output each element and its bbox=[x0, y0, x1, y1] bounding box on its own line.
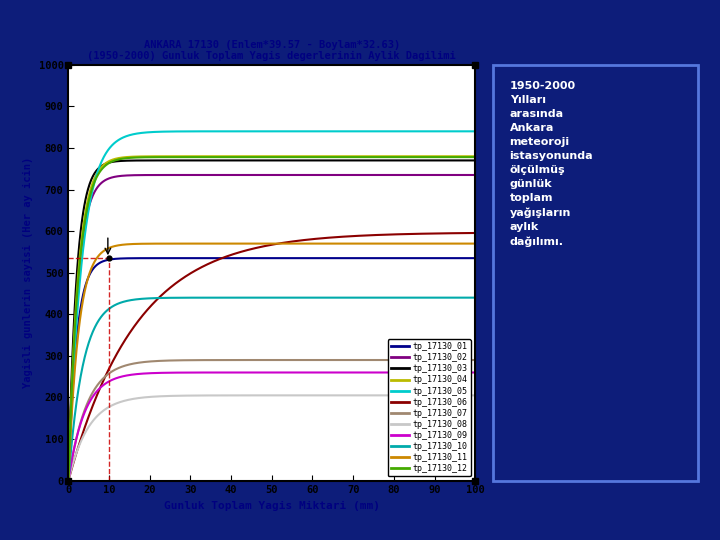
tp_17130_06 bbox=[243, 247, 252, 253]
tp_17130_05 bbox=[389, 128, 397, 134]
Line: tp_17130_08: tp_17130_08 bbox=[68, 395, 475, 481]
tp_17130_05 bbox=[343, 128, 352, 134]
tp_17130_02 bbox=[243, 172, 252, 178]
tp_17130_05 bbox=[228, 128, 237, 134]
tp_17130_03 bbox=[228, 157, 237, 164]
tp_17130_11 bbox=[243, 240, 252, 247]
tp_17130_05 bbox=[64, 477, 73, 484]
tp_17130_06 bbox=[106, 363, 114, 370]
tp_17130_01 bbox=[228, 255, 237, 261]
tp_17130_07 bbox=[106, 369, 114, 376]
tp_17130_04 bbox=[243, 153, 252, 159]
tp_17130_08 bbox=[64, 477, 73, 484]
tp_17130_02 bbox=[389, 172, 397, 178]
tp_17130_12 bbox=[64, 477, 73, 484]
tp_17130_04 bbox=[343, 153, 352, 159]
tp_17130_07 bbox=[243, 357, 252, 363]
tp_17130_07 bbox=[64, 477, 73, 484]
tp_17130_03 bbox=[243, 157, 252, 164]
tp_17130_09 bbox=[64, 477, 73, 484]
tp_17130_10 bbox=[243, 294, 252, 301]
tp_17130_11 bbox=[106, 244, 114, 251]
tp_17130_11 bbox=[471, 240, 480, 247]
tp_17130_02 bbox=[228, 172, 237, 178]
tp_17130_06 bbox=[382, 232, 390, 238]
Line: tp_17130_01: tp_17130_01 bbox=[68, 258, 475, 481]
Line: tp_17130_05: tp_17130_05 bbox=[68, 131, 475, 481]
X-axis label: Gunluk Toplam Yagis Miktari (mm): Gunluk Toplam Yagis Miktari (mm) bbox=[163, 501, 380, 511]
tp_17130_12 bbox=[389, 154, 397, 160]
tp_17130_03 bbox=[343, 157, 352, 164]
tp_17130_04 bbox=[471, 153, 480, 159]
tp_17130_08 bbox=[471, 392, 480, 399]
tp_17130_11 bbox=[343, 240, 352, 247]
tp_17130_04 bbox=[389, 153, 397, 159]
tp_17130_02 bbox=[106, 175, 114, 181]
Line: tp_17130_10: tp_17130_10 bbox=[68, 298, 475, 481]
tp_17130_03 bbox=[369, 157, 377, 164]
tp_17130_08 bbox=[382, 392, 390, 399]
tp_17130_11 bbox=[389, 240, 397, 247]
tp_17130_09 bbox=[389, 369, 397, 376]
tp_17130_02 bbox=[402, 172, 411, 178]
tp_17130_05 bbox=[382, 128, 390, 134]
tp_17130_02 bbox=[382, 172, 390, 178]
tp_17130_01 bbox=[106, 256, 114, 263]
tp_17130_12 bbox=[343, 154, 352, 160]
tp_17130_01 bbox=[64, 477, 73, 484]
tp_17130_11 bbox=[445, 240, 454, 247]
Line: tp_17130_11: tp_17130_11 bbox=[68, 244, 475, 481]
tp_17130_09 bbox=[382, 369, 390, 376]
tp_17130_04 bbox=[64, 477, 73, 484]
tp_17130_12 bbox=[382, 154, 390, 160]
tp_17130_11 bbox=[228, 240, 237, 247]
tp_17130_01 bbox=[382, 255, 390, 261]
tp_17130_12 bbox=[445, 154, 454, 160]
tp_17130_01 bbox=[243, 255, 252, 261]
Line: tp_17130_02: tp_17130_02 bbox=[68, 175, 475, 481]
tp_17130_10 bbox=[389, 294, 397, 301]
tp_17130_03 bbox=[382, 157, 390, 164]
tp_17130_06 bbox=[343, 233, 352, 240]
tp_17130_05 bbox=[106, 144, 114, 151]
tp_17130_06 bbox=[228, 251, 237, 258]
tp_17130_09 bbox=[106, 377, 114, 384]
Legend: tp_17130_01, tp_17130_02, tp_17130_03, tp_17130_04, tp_17130_05, tp_17130_06, tp: tp_17130_01, tp_17130_02, tp_17130_03, t… bbox=[387, 339, 471, 476]
tp_17130_10 bbox=[228, 294, 237, 301]
Title: ANKARA 17130 (Enlem*39.57 - Boylam*32.63)
(1950-2000) Gunluk Toplam Yagis degerl: ANKARA 17130 (Enlem*39.57 - Boylam*32.63… bbox=[87, 39, 456, 61]
tp_17130_02 bbox=[471, 172, 480, 178]
tp_17130_11 bbox=[382, 240, 390, 247]
tp_17130_08 bbox=[228, 392, 237, 399]
tp_17130_01 bbox=[369, 255, 377, 261]
Line: tp_17130_06: tp_17130_06 bbox=[68, 233, 475, 481]
tp_17130_10 bbox=[343, 294, 352, 301]
Y-axis label: Yagisli gunlerin sayisi (Her ay icin): Yagisli gunlerin sayisi (Her ay icin) bbox=[23, 157, 33, 388]
tp_17130_07 bbox=[382, 357, 390, 363]
tp_17130_06 bbox=[389, 231, 397, 238]
tp_17130_07 bbox=[228, 357, 237, 363]
tp_17130_08 bbox=[389, 392, 397, 399]
Line: tp_17130_09: tp_17130_09 bbox=[68, 373, 475, 481]
tp_17130_04 bbox=[106, 158, 114, 164]
tp_17130_07 bbox=[389, 357, 397, 363]
tp_17130_07 bbox=[471, 357, 480, 363]
tp_17130_05 bbox=[471, 128, 480, 134]
tp_17130_04 bbox=[228, 153, 237, 159]
tp_17130_09 bbox=[343, 369, 352, 376]
tp_17130_10 bbox=[64, 477, 73, 484]
tp_17130_06 bbox=[471, 230, 480, 236]
tp_17130_03 bbox=[106, 159, 114, 166]
tp_17130_03 bbox=[64, 477, 73, 484]
tp_17130_04 bbox=[427, 153, 436, 159]
tp_17130_10 bbox=[106, 305, 114, 312]
tp_17130_05 bbox=[243, 128, 252, 134]
tp_17130_02 bbox=[64, 477, 73, 484]
tp_17130_03 bbox=[471, 157, 480, 164]
tp_17130_10 bbox=[471, 294, 480, 301]
tp_17130_10 bbox=[382, 294, 390, 301]
Line: tp_17130_03: tp_17130_03 bbox=[68, 160, 475, 481]
tp_17130_06 bbox=[64, 477, 73, 484]
tp_17130_12 bbox=[106, 159, 114, 166]
tp_17130_04 bbox=[382, 153, 390, 159]
tp_17130_09 bbox=[471, 369, 480, 376]
